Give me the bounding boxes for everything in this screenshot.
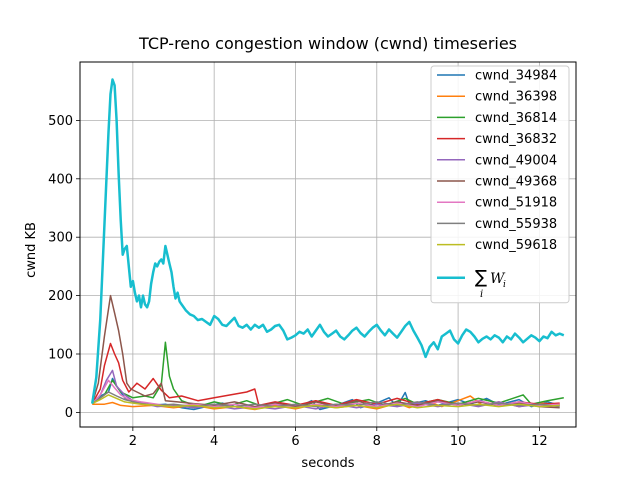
series-line-9: [90, 78, 565, 404]
y-tick-label: 400: [48, 172, 73, 187]
svg-text:i: i: [503, 280, 506, 290]
y-tick-label: 200: [48, 289, 73, 304]
series-line-2: [91, 341, 564, 408]
chart-title: TCP-reno congestion window (cwnd) timese…: [138, 34, 517, 53]
x-axis-label: seconds: [301, 456, 354, 471]
svg-text:i: i: [480, 289, 483, 300]
legend-label-8: cwnd_59618: [475, 238, 557, 253]
legend-label-3: cwnd_36832: [475, 132, 557, 147]
y-tick-label: 500: [48, 114, 73, 129]
legend-label-4: cwnd_49004: [475, 153, 557, 168]
plot-frame: [79, 61, 577, 428]
x-tick-label: 2: [129, 434, 137, 449]
legend-box: [430, 65, 570, 304]
legend-label-6: cwnd_51918: [475, 196, 557, 211]
y-axis-ticks: 0 100 200 300 400 500: [48, 114, 80, 421]
legend: cwnd_34984 cwnd_36398 cwnd_36814 cwnd_36832…: [430, 65, 570, 304]
x-tick-label: 8: [373, 434, 381, 449]
x-tick-label: 12: [531, 434, 548, 449]
legend-label-0: cwnd_34984: [475, 69, 557, 84]
y-tick-label: 300: [48, 231, 73, 246]
x-tick-label: 6: [291, 434, 299, 449]
plot-area: [90, 78, 565, 411]
legend-label-9: ∑iWi: [475, 267, 506, 300]
legend-label-1: cwnd_36398: [475, 90, 557, 105]
svg-text:W: W: [490, 271, 506, 287]
y-axis-label: cwnd KB: [24, 222, 39, 278]
legend-label-5: cwnd_49368: [475, 175, 557, 190]
x-tick-label: 10: [450, 434, 467, 449]
y-tick-label: 100: [48, 348, 73, 363]
legend-label-7: cwnd_55938: [475, 217, 557, 232]
series-line-8: [91, 394, 560, 410]
y-tick-label: 0: [65, 406, 73, 421]
svg-text:∑: ∑: [475, 267, 487, 288]
x-tick-label: 4: [210, 434, 218, 449]
x-axis-ticks: 2 4 6 8 10 12: [129, 427, 548, 449]
legend-label-2: cwnd_36814: [475, 111, 557, 126]
